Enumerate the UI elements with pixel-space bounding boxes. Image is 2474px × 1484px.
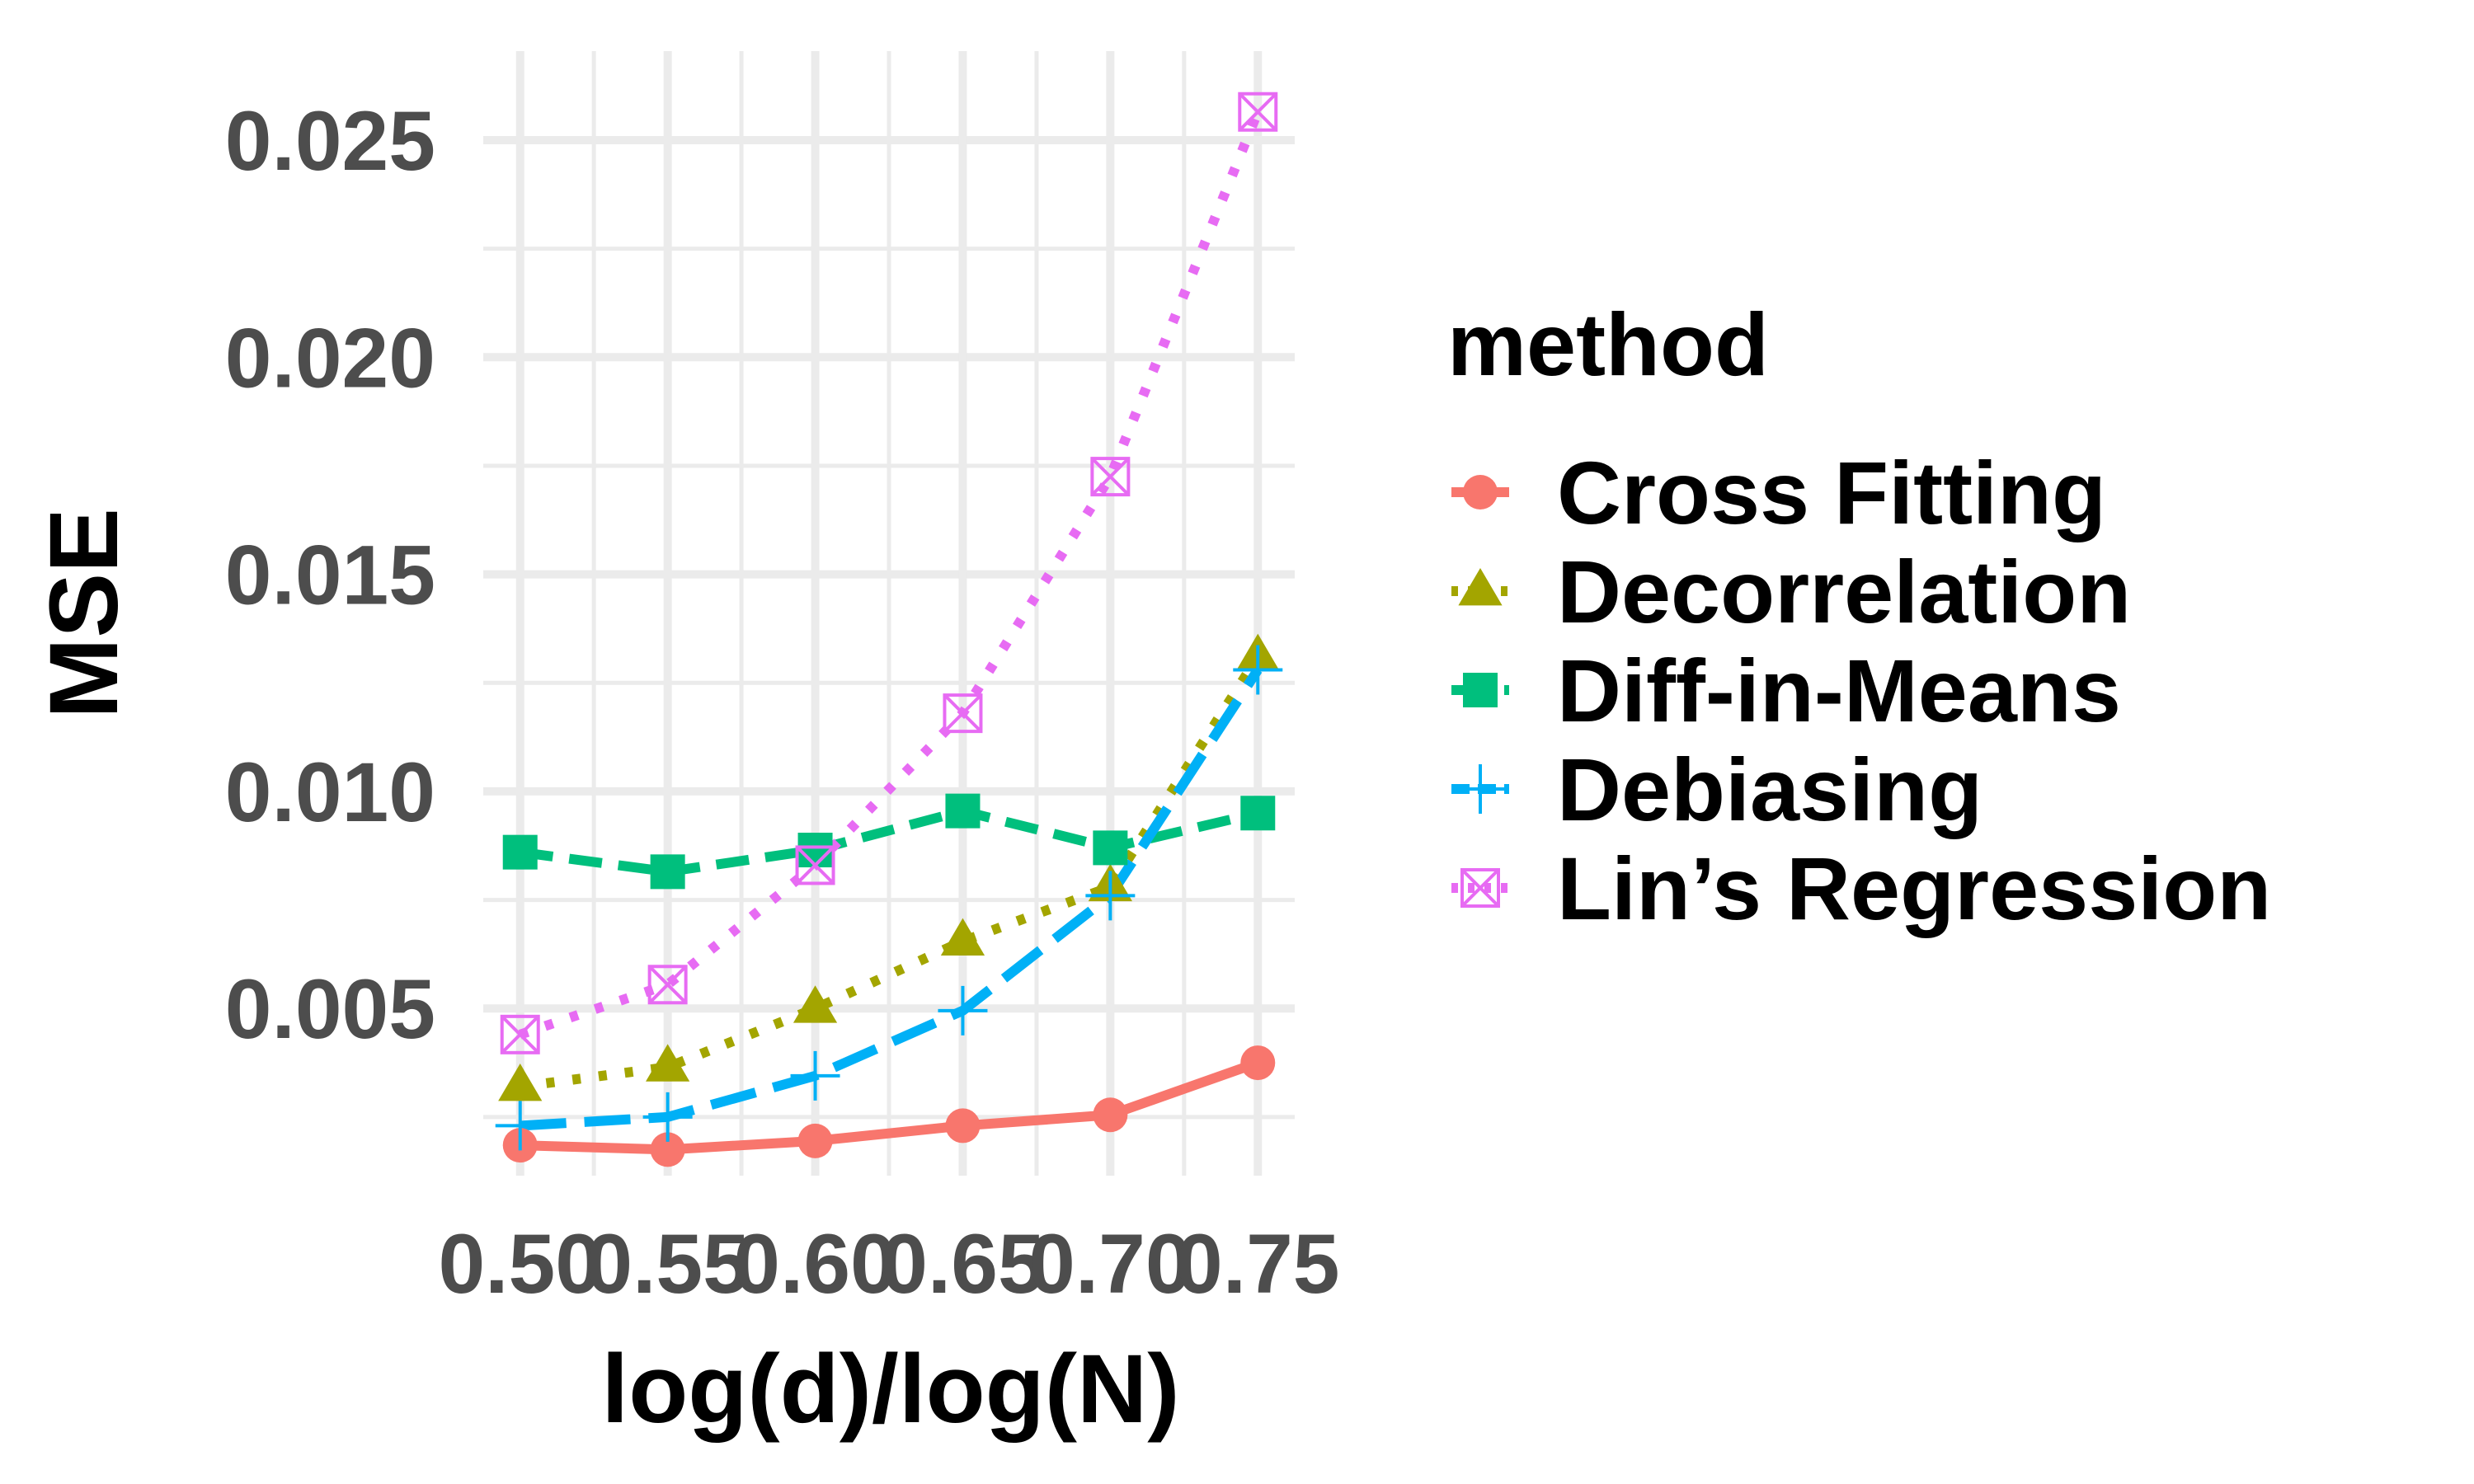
x-tick-label: 0.70 [1028, 1217, 1192, 1311]
y-tick-label: 0.020 [225, 311, 435, 405]
series-line-diff-in-means [519, 805, 1259, 877]
y-axis-ticks: 0.005 0.010 0.015 0.020 0.025 [225, 94, 435, 1056]
x-tick-label: 0.55 [586, 1217, 750, 1311]
legend-entries: Cross FittingDecorrelationDiff-in-MeansD… [1451, 443, 2271, 938]
y-axis-title: MSE [30, 508, 139, 719]
data-point-diff-in-means [1093, 830, 1128, 866]
data-point-debiasing [642, 1092, 693, 1142]
data-point-lin-s-regression [500, 1014, 540, 1054]
data-point-decorrelation [498, 1064, 543, 1101]
data-point-cross-fitting [945, 1108, 981, 1144]
x-tick-label: 0.65 [881, 1217, 1045, 1311]
x-tick-label: 0.75 [1176, 1217, 1340, 1311]
data-point-debiasing [790, 1050, 840, 1101]
legend-item-diff-in-means: Diff-in-Means [1451, 641, 2121, 740]
series-lines [518, 110, 1263, 1155]
series-markers [495, 92, 1283, 1167]
y-tick-label: 0.005 [225, 962, 435, 1056]
legend-label: Cross Fitting [1557, 443, 2106, 542]
legend-key-marker [1456, 764, 1505, 814]
series-line-lin-s-regression [518, 110, 1263, 1040]
data-point-lin-s-regression [795, 845, 835, 885]
legend-key-marker [1460, 868, 1500, 908]
data-point-cross-fitting [797, 1123, 833, 1158]
legend-title: method [1447, 294, 1769, 394]
data-point-debiasing [1233, 645, 1283, 695]
data-point-diff-in-means [797, 833, 833, 868]
data-point-cross-fitting [1093, 1097, 1128, 1133]
data-point-diff-in-means [650, 854, 685, 890]
legend-key-marker [1463, 475, 1498, 510]
series-line-cross-fitting [520, 1058, 1260, 1155]
data-point-lin-s-regression [943, 693, 983, 734]
data-point-diff-in-means [1240, 796, 1276, 831]
legend-item-lin-s-regression: Lin’s Regression [1451, 838, 2271, 938]
data-point-debiasing [938, 985, 988, 1036]
legend: method Cross FittingDecorrelationDiff-in… [1447, 294, 2271, 938]
data-point-diff-in-means [502, 834, 538, 870]
data-point-decorrelation [793, 985, 838, 1023]
data-point-cross-fitting [1240, 1045, 1276, 1081]
legend-label: Diff-in-Means [1557, 641, 2121, 740]
data-point-lin-s-regression [1238, 92, 1278, 132]
data-point-diff-in-means [945, 793, 981, 829]
data-point-debiasing [1085, 871, 1136, 921]
data-point-cross-fitting [650, 1132, 685, 1167]
legend-item-debiasing: Debiasing [1451, 740, 1982, 839]
y-tick-label: 0.025 [225, 94, 435, 188]
legend-label: Lin’s Regression [1557, 838, 2271, 938]
data-point-decorrelation [646, 1044, 690, 1082]
legend-item-cross-fitting: Cross Fitting [1451, 443, 2106, 542]
y-tick-label: 0.010 [225, 745, 435, 839]
data-point-decorrelation [940, 918, 985, 956]
data-point-lin-s-regression [1090, 457, 1131, 497]
legend-key-marker [1463, 673, 1498, 707]
legend-item-decorrelation: Decorrelation [1451, 542, 2131, 641]
data-point-lin-s-regression [647, 965, 688, 1005]
x-axis-title: log(d)/log(N) [601, 1335, 1179, 1444]
data-point-debiasing [495, 1101, 545, 1151]
legend-label: Debiasing [1557, 740, 1982, 839]
plot-grid [483, 51, 1295, 1176]
legend-key-marker [1458, 568, 1503, 606]
x-tick-label: 0.50 [438, 1217, 602, 1311]
legend-label: Decorrelation [1557, 542, 2131, 641]
x-tick-label: 0.60 [733, 1217, 897, 1311]
y-tick-label: 0.015 [225, 528, 435, 622]
x-axis-ticks: 0.500.550.600.650.700.75 [438, 1217, 1339, 1311]
